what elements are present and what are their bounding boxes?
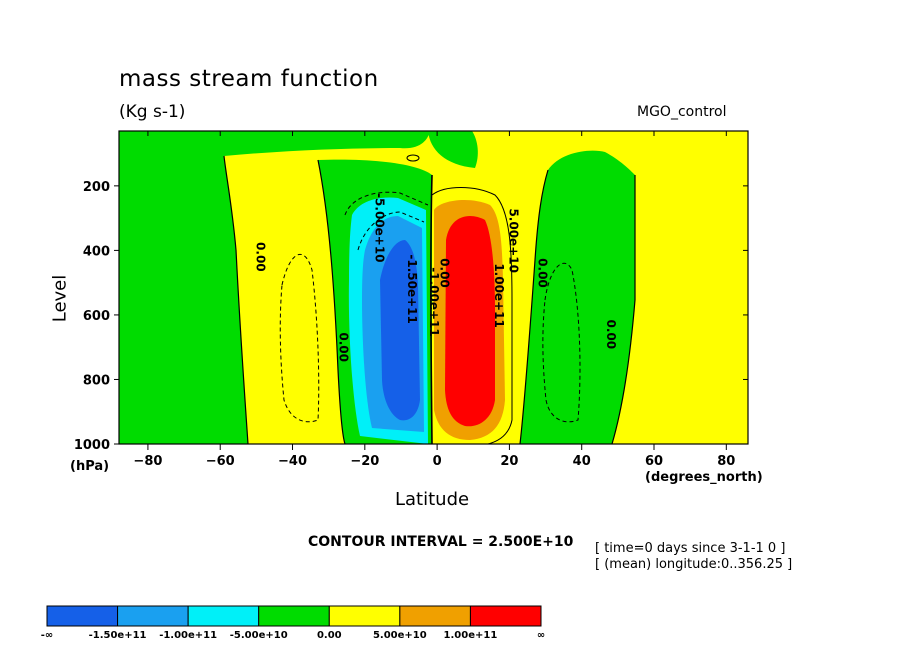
- legend-label: -∞: [41, 630, 53, 641]
- run-label: MGO_control: [637, 104, 727, 120]
- legend-label: 5.00e+10: [373, 630, 427, 641]
- y-tick-label: 600: [83, 309, 110, 324]
- x-tick-label: −20: [350, 454, 379, 469]
- y-tick-label: 1000: [74, 438, 110, 453]
- chart-title: mass stream function: [119, 66, 379, 92]
- legend-label: -5.00e+10: [230, 630, 288, 641]
- chart-units: (Kg s-1): [119, 102, 186, 122]
- y-axis-ticks: 200 400 600 800 1000: [74, 180, 748, 453]
- contour-line-dashed-west: [279, 253, 320, 423]
- y-tick-label: 400: [83, 244, 110, 259]
- contour-small-blob: [406, 154, 420, 162]
- contour-label: 0.00: [604, 319, 618, 349]
- legend-swatch: [117, 605, 189, 627]
- contour-label: -1.00e+11: [427, 267, 441, 336]
- legend-swatch: [469, 605, 542, 627]
- contour-label: 0.00: [535, 258, 549, 288]
- legend-label: 0.00: [317, 630, 342, 641]
- legend-swatch: [258, 605, 330, 627]
- contour-label: 0.00: [438, 258, 452, 288]
- contour-labels: 0.000.00-5.00e+10-1.50e+11 -1.00e+110.005…: [253, 193, 618, 362]
- contour-label: 0.00: [337, 332, 351, 362]
- x-tick-label: −40: [278, 454, 307, 469]
- contour-fill-area: [119, 131, 748, 444]
- contour-line-zero-west: [223, 155, 249, 444]
- contour-label: 5.00e+10: [506, 208, 520, 273]
- legend-swatch: [46, 605, 119, 627]
- x-axis-ticks: −80 −60 −40 −20 0 20 40 60 80: [133, 131, 735, 469]
- contour-label: 0.00: [253, 242, 267, 272]
- x-tick-label: 60: [645, 454, 663, 469]
- contour-line-dashed-east: [542, 262, 581, 423]
- fill-blue: [380, 240, 420, 421]
- legend-label: -1.50e+11: [89, 630, 147, 641]
- fill-negative-low-east: [520, 150, 635, 444]
- legend-label: -1.00e+11: [159, 630, 217, 641]
- contour-line-positive-outer: [431, 187, 513, 444]
- contour-line-zero-mid: [430, 174, 433, 444]
- plot-frame: [118, 130, 749, 445]
- x-tick-label: 40: [573, 454, 591, 469]
- contour-interval: CONTOUR INTERVAL = 2.500E+10: [308, 534, 574, 550]
- contour-label: -5.00e+10: [373, 193, 387, 262]
- color-legend: -∞ -1.50e+11 -1.00e+11 -5.00e+10 0.00 5.00e+1…: [41, 605, 545, 641]
- x-tick-label: −60: [206, 454, 235, 469]
- contour-line-zero-center: [317, 159, 346, 444]
- y-tick-label: 200: [83, 180, 110, 195]
- legend-label: ∞: [537, 630, 545, 641]
- legend-swatch: [187, 605, 260, 627]
- x-tick-label: 80: [717, 454, 735, 469]
- legend-swatch: [399, 605, 471, 627]
- x-axis-unit: (degrees_north): [645, 470, 763, 485]
- x-axis-label: Latitude: [395, 489, 470, 510]
- contour-line-dashed-cyan: [344, 191, 429, 216]
- contour-line-zero-far-east: [611, 175, 636, 444]
- y-tick-label: 800: [83, 373, 110, 388]
- metadata-longitude: [ (mean) longitude:0..356.25 ]: [595, 557, 793, 572]
- metadata-time: [ time=0 days since 3-1-1 0 ]: [595, 541, 786, 556]
- fill-red: [445, 216, 495, 427]
- contour-line-zero-east: [519, 169, 549, 444]
- y-axis-unit: (hPa): [70, 459, 110, 474]
- contour-line-dashed-inner: [357, 211, 425, 251]
- x-tick-label: −80: [133, 454, 162, 469]
- contour-label: 1.00e+11: [492, 263, 506, 328]
- fill-negative-low-top: [428, 131, 478, 168]
- contour-label: -1.50e+11: [405, 254, 419, 323]
- legend-swatch: [328, 605, 401, 627]
- legend-label: 1.00e+11: [444, 630, 498, 641]
- fill-negative-low-west: [119, 131, 430, 444]
- x-tick-label: 0: [433, 454, 442, 469]
- x-tick-label: 20: [500, 454, 518, 469]
